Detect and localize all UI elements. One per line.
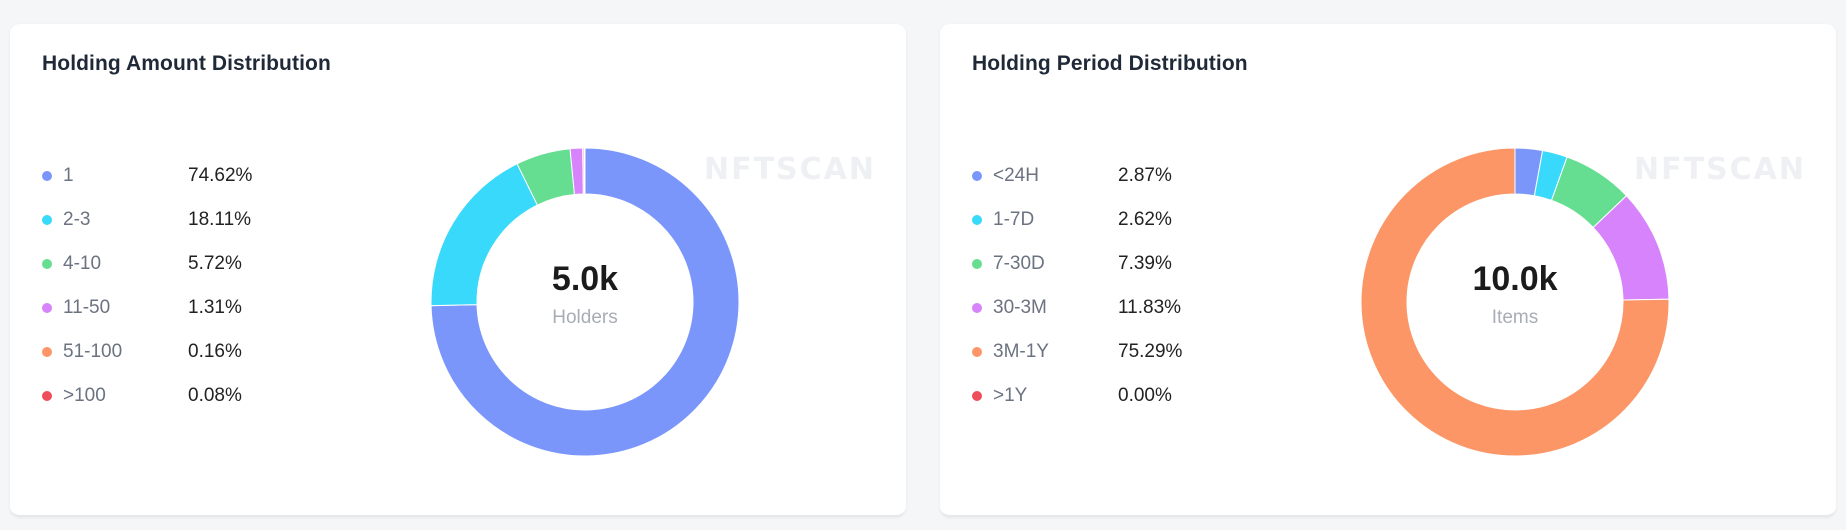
center-value: 10.0k xyxy=(1472,260,1558,298)
chart-title: Holding Period Distribution xyxy=(972,52,1248,75)
legend-label: >100 xyxy=(63,385,106,406)
donut-slice[interactable] xyxy=(430,147,740,457)
legend-label: 3M-1Y xyxy=(993,341,1049,362)
legend-label: 7-30D xyxy=(993,253,1045,274)
legend-value: 2.87% xyxy=(1118,165,1172,186)
legend-item[interactable]: 51-100 0.16% xyxy=(42,330,252,374)
holding-amount-card: Holding Amount Distribution 1 74.62% 2-3 1… xyxy=(10,24,906,517)
legend-value: 0.00% xyxy=(1118,385,1172,406)
legend-item[interactable]: 3M-1Y 75.29% xyxy=(972,330,1182,374)
holding-period-card: Holding Period Distribution <24H 2.87% 1-… xyxy=(940,24,1836,517)
legend-item[interactable]: <24H 2.87% xyxy=(972,154,1182,198)
legend-value: 0.16% xyxy=(188,341,242,362)
legend-dot xyxy=(972,347,982,357)
legend-label: 1 xyxy=(63,165,74,186)
legend-item[interactable]: 7-30D 7.39% xyxy=(972,242,1182,286)
legend-value: 0.08% xyxy=(188,385,242,406)
legend-value: 7.39% xyxy=(1118,253,1172,274)
legend-dot xyxy=(42,391,52,401)
center-value: 5.0k xyxy=(551,260,619,298)
legend-dot xyxy=(42,171,52,181)
legend: 1 74.62% 2-3 18.11% 4-10 5.72% 11-50 1.31% 5… xyxy=(42,154,252,418)
nftscan-watermark-logo: NFTSCAN xyxy=(1633,152,1806,187)
legend-dot xyxy=(42,347,52,357)
donut-slice[interactable] xyxy=(1360,147,1670,457)
legend-label: 11-50 xyxy=(63,297,111,318)
legend-item[interactable]: >100 0.08% xyxy=(42,374,252,418)
legend-label: 4-10 xyxy=(63,253,102,274)
legend-label: 1-7D xyxy=(993,209,1035,230)
center-label: Holders xyxy=(552,307,618,328)
legend-item[interactable]: 1-7D 2.62% xyxy=(972,198,1182,242)
legend-dot xyxy=(42,215,52,225)
legend-value: 5.72% xyxy=(188,253,242,274)
legend-item[interactable]: 11-50 1.31% xyxy=(42,286,252,330)
legend-dot xyxy=(972,215,982,225)
legend-dot xyxy=(972,391,982,401)
legend-label: >1Y xyxy=(993,385,1028,406)
legend-item[interactable]: 2-3 18.11% xyxy=(42,198,252,242)
legend-value: 75.29% xyxy=(1118,341,1183,362)
donut-svg xyxy=(430,147,740,457)
legend-value: 74.62% xyxy=(188,165,253,186)
legend-value: 1.31% xyxy=(188,297,242,318)
legend-label: 30-3M xyxy=(993,297,1047,318)
legend-item[interactable]: 1 74.62% xyxy=(42,154,252,198)
legend-value: 11.83% xyxy=(1118,297,1182,318)
donut-svg xyxy=(1360,147,1670,457)
legend-value: 18.11% xyxy=(188,209,252,230)
legend-value: 2.62% xyxy=(1118,209,1172,230)
legend-item[interactable]: >1Y 0.00% xyxy=(972,374,1182,418)
legend-dot xyxy=(42,303,52,313)
legend-dot xyxy=(972,259,982,269)
legend-dot xyxy=(972,171,982,181)
legend-item[interactable]: 4-10 5.72% xyxy=(42,242,252,286)
legend-label: 51-100 xyxy=(63,341,123,362)
nftscan-watermark-logo: NFTSCAN xyxy=(703,152,876,187)
donut-chart: 5.0k Holders xyxy=(425,142,745,462)
donut-chart: 10.0k Items xyxy=(1355,142,1675,462)
center-label: Items xyxy=(1491,307,1539,328)
legend-dot xyxy=(42,259,52,269)
legend: <24H 2.87% 1-7D 2.62% 7-30D 7.39% 30-3M 11.8… xyxy=(972,154,1182,418)
legend-label: <24H xyxy=(993,165,1039,186)
legend-item[interactable]: 30-3M 11.83% xyxy=(972,286,1182,330)
donut-slice[interactable] xyxy=(583,147,586,195)
chart-title: Holding Amount Distribution xyxy=(42,52,331,75)
legend-dot xyxy=(972,303,982,313)
legend-label: 2-3 xyxy=(63,209,91,230)
